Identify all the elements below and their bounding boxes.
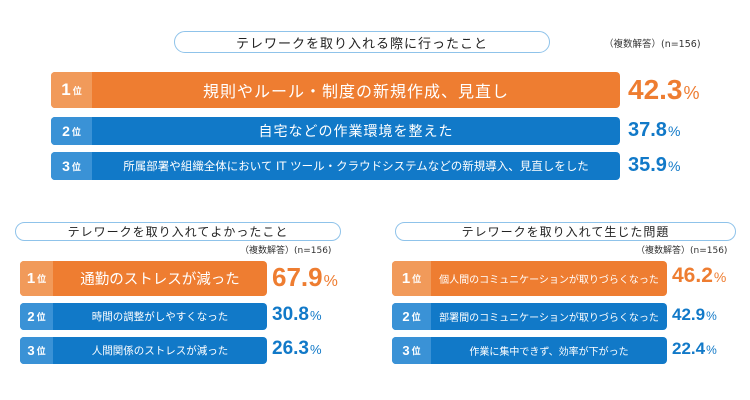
rank-number: 2	[402, 309, 410, 324]
item-label: 通勤のストレスが減った	[80, 272, 240, 288]
rank-number: 1	[401, 270, 411, 287]
item-label: 作業に集中できず、効率が下がった	[469, 347, 629, 358]
right-rank-1-value: 46.2%	[672, 264, 727, 287]
rank-unit: 位	[71, 162, 81, 173]
left-rank-1-value: 67.9%	[272, 262, 338, 292]
rank-number: 1	[26, 270, 36, 287]
rank-unit: 位	[71, 127, 81, 138]
rank-unit: 位	[36, 313, 46, 323]
rank-unit: 位	[36, 347, 46, 357]
item-label: 自宅などの作業環境を整えた	[258, 124, 454, 140]
top-section-note: （複数解答）(n=156)	[604, 39, 701, 50]
left-section-title: テレワークを取り入れてよかったこと	[15, 222, 341, 241]
right-rank-2-value: 42.9%	[672, 305, 717, 324]
rank-number: 2	[27, 309, 35, 324]
left-section-note: （複数解答）(n=156)	[240, 246, 332, 256]
item-label: 人間関係のストレスが減った	[91, 345, 229, 357]
rank-number: 2	[62, 123, 70, 139]
right-section-title: テレワークを取り入れて生じた問題	[395, 222, 736, 241]
left-rank-3-value: 26.3%	[272, 338, 322, 359]
rank-number: 3	[402, 343, 410, 358]
rank-unit: 位	[412, 275, 422, 285]
item-label: 個人間のコミュニケーションが取りづらくなった	[439, 275, 659, 286]
top-rank-3-value: 35.9%	[628, 154, 681, 176]
rank-unit: 位	[411, 313, 421, 323]
right-rank-3-value: 22.4%	[672, 339, 717, 358]
rank-unit: 位	[72, 86, 82, 97]
top-section-title: テレワークを取り入れる際に行ったこと	[174, 31, 550, 53]
rank-number: 3	[27, 343, 35, 358]
left-rank-2-value: 30.8%	[272, 304, 322, 325]
item-label: 所属部署や組織全体において IT ツール・クラウドシステムなどの新規導入、見直し…	[123, 159, 589, 173]
right-section-note: （複数解答）(n=156)	[636, 246, 728, 256]
rank-unit: 位	[411, 347, 421, 357]
rank-number: 3	[62, 158, 70, 174]
item-label: 時間の調整がしやすくなった	[91, 311, 229, 323]
item-label: 部署間のコミュニケーションが取りづらくなった	[439, 313, 659, 324]
item-label: 規則やルール・制度の新規作成、見直し	[202, 82, 509, 101]
rank-number: 1	[61, 80, 71, 99]
top-rank-1-value: 42.3%	[628, 74, 700, 105]
rank-unit: 位	[37, 275, 47, 285]
top-rank-2-value: 37.8%	[628, 119, 681, 141]
